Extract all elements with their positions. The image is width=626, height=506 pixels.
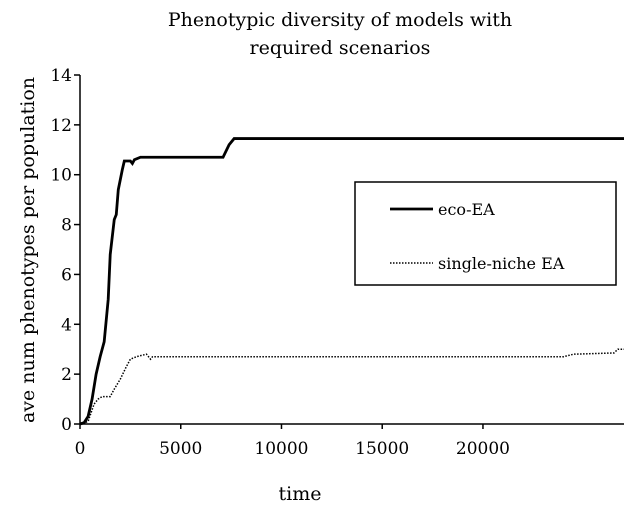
x-tick-label: 15000: [355, 439, 409, 459]
line: [79, 348, 624, 425]
legend-label: single-niche EA: [438, 254, 565, 273]
y-tick-label: 14: [50, 66, 72, 86]
x-tick-label: 5000: [159, 439, 202, 459]
x-tick-label: 20000: [456, 439, 510, 459]
y-tick-label: 2: [61, 365, 72, 385]
chart-title: Phenotypic diversity of models with requ…: [167, 9, 513, 59]
x-tick-label: 0: [75, 439, 86, 459]
y-tick-label: 10: [50, 166, 72, 186]
y-tick-label: 12: [50, 116, 72, 136]
y-tick-label: 6: [61, 265, 72, 285]
y-tick-label: 4: [61, 315, 72, 335]
legend-label: eco-EA: [438, 200, 495, 219]
y-tick-label: 0: [61, 415, 72, 435]
x-axis-label: time: [279, 483, 322, 505]
line: [79, 137, 624, 426]
x-tick-label: 10000: [254, 439, 308, 459]
y-axis-label: ave num phenotypes per population: [17, 77, 39, 423]
legend-box: [354, 181, 617, 286]
y-tick-label: 8: [61, 216, 72, 236]
